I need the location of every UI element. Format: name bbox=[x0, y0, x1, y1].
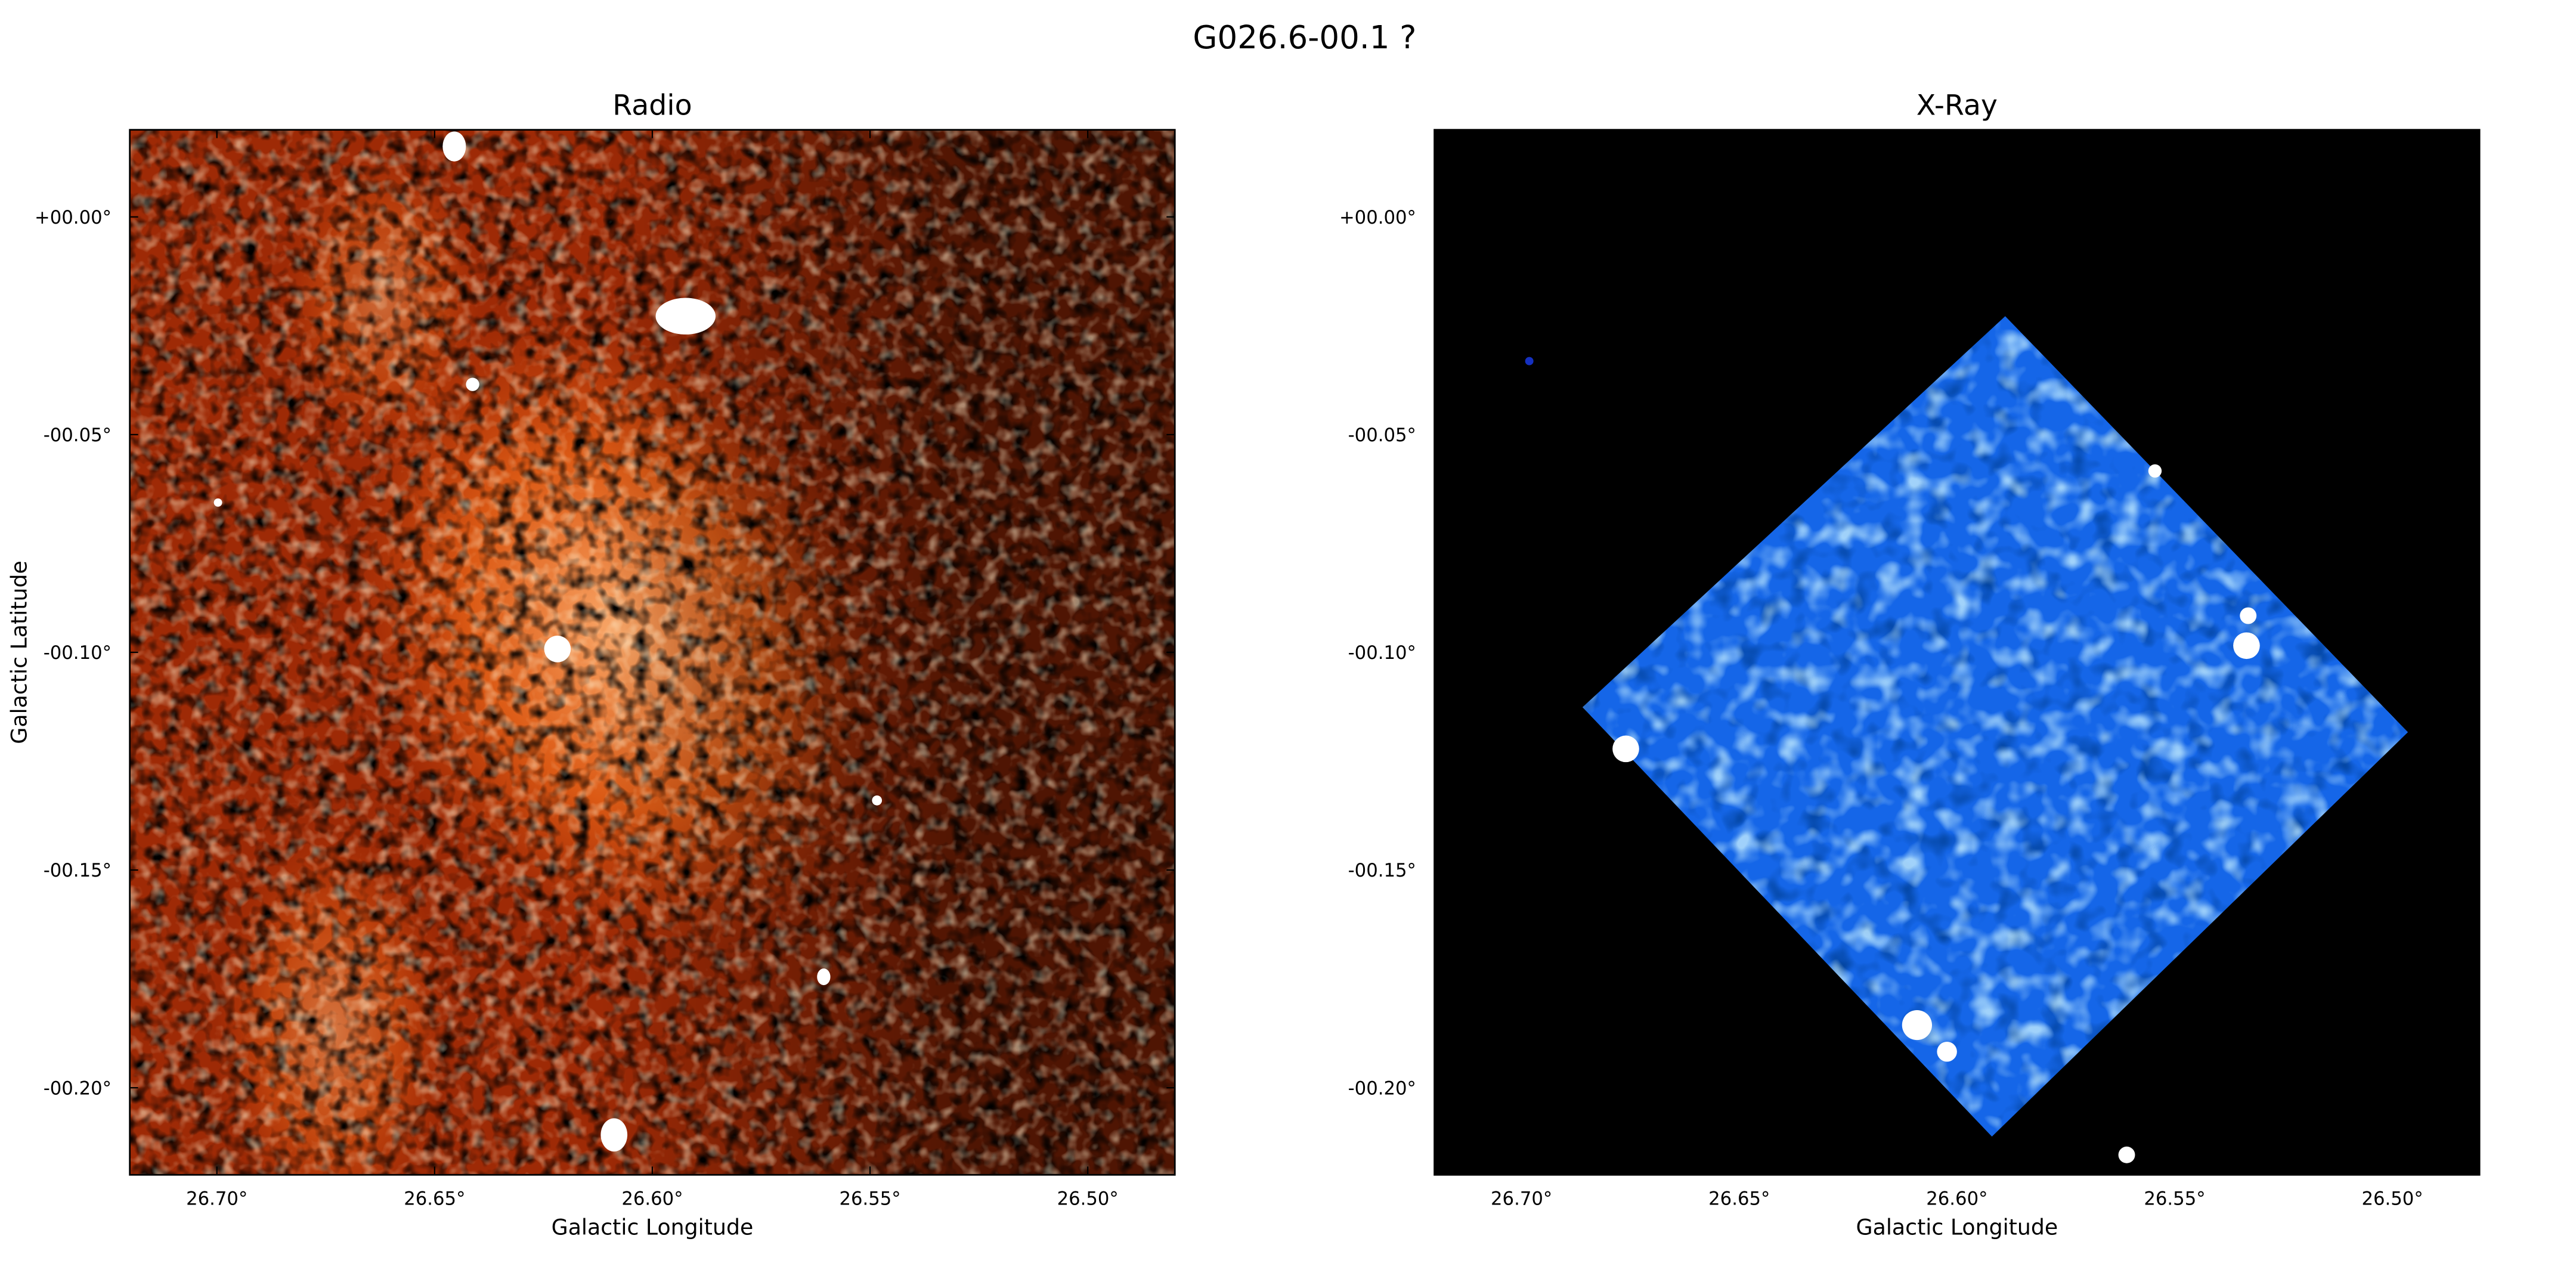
y-tick-label: -00.20° bbox=[1348, 1078, 1416, 1099]
y-tick-label: -00.20° bbox=[44, 1078, 112, 1099]
radio-image bbox=[129, 129, 1175, 1175]
y-tick-label: -00.10° bbox=[44, 643, 112, 664]
y-tick-label: -00.10° bbox=[1348, 643, 1416, 664]
y-tick-label: +00.00° bbox=[1339, 208, 1416, 228]
sources bbox=[213, 131, 883, 1152]
x-tick-label: 26.60° bbox=[1926, 1188, 1987, 1209]
y-tick-label: -00.05° bbox=[1348, 425, 1416, 446]
figure-title: G026.6-00.1 ? bbox=[1193, 19, 1416, 56]
x-tick-label: 26.50° bbox=[1057, 1188, 1119, 1209]
x-tick-label: 26.70° bbox=[186, 1188, 247, 1209]
texture bbox=[129, 129, 1175, 1175]
x-tick-label: 26.55° bbox=[2144, 1188, 2205, 1209]
y-axis-label: Galactic Latitude bbox=[7, 561, 32, 744]
y-tick-label: -00.15° bbox=[1348, 860, 1416, 881]
x-tick-label: 26.65° bbox=[404, 1188, 465, 1209]
x-tick-label: 26.55° bbox=[839, 1188, 900, 1209]
y-tick-label: -00.15° bbox=[44, 860, 112, 881]
sources bbox=[1612, 464, 2260, 1163]
x-axis-label: Galactic Longitude bbox=[552, 1215, 754, 1240]
x-tick-label: 26.60° bbox=[621, 1188, 683, 1209]
source bbox=[1525, 357, 1534, 366]
panel-title: Radio bbox=[612, 89, 692, 122]
x-tick-label: 26.70° bbox=[1491, 1188, 1552, 1209]
x-axis-label: Galactic Longitude bbox=[1856, 1215, 2058, 1240]
x-tick-label: 26.65° bbox=[1708, 1188, 1770, 1209]
y-tick-label: -00.05° bbox=[44, 425, 112, 446]
panel-title: X-Ray bbox=[1916, 89, 1998, 122]
y-tick-label: +00.00° bbox=[35, 208, 112, 228]
xray-image bbox=[1434, 129, 2480, 1175]
x-tick-label: 26.50° bbox=[2361, 1188, 2423, 1209]
